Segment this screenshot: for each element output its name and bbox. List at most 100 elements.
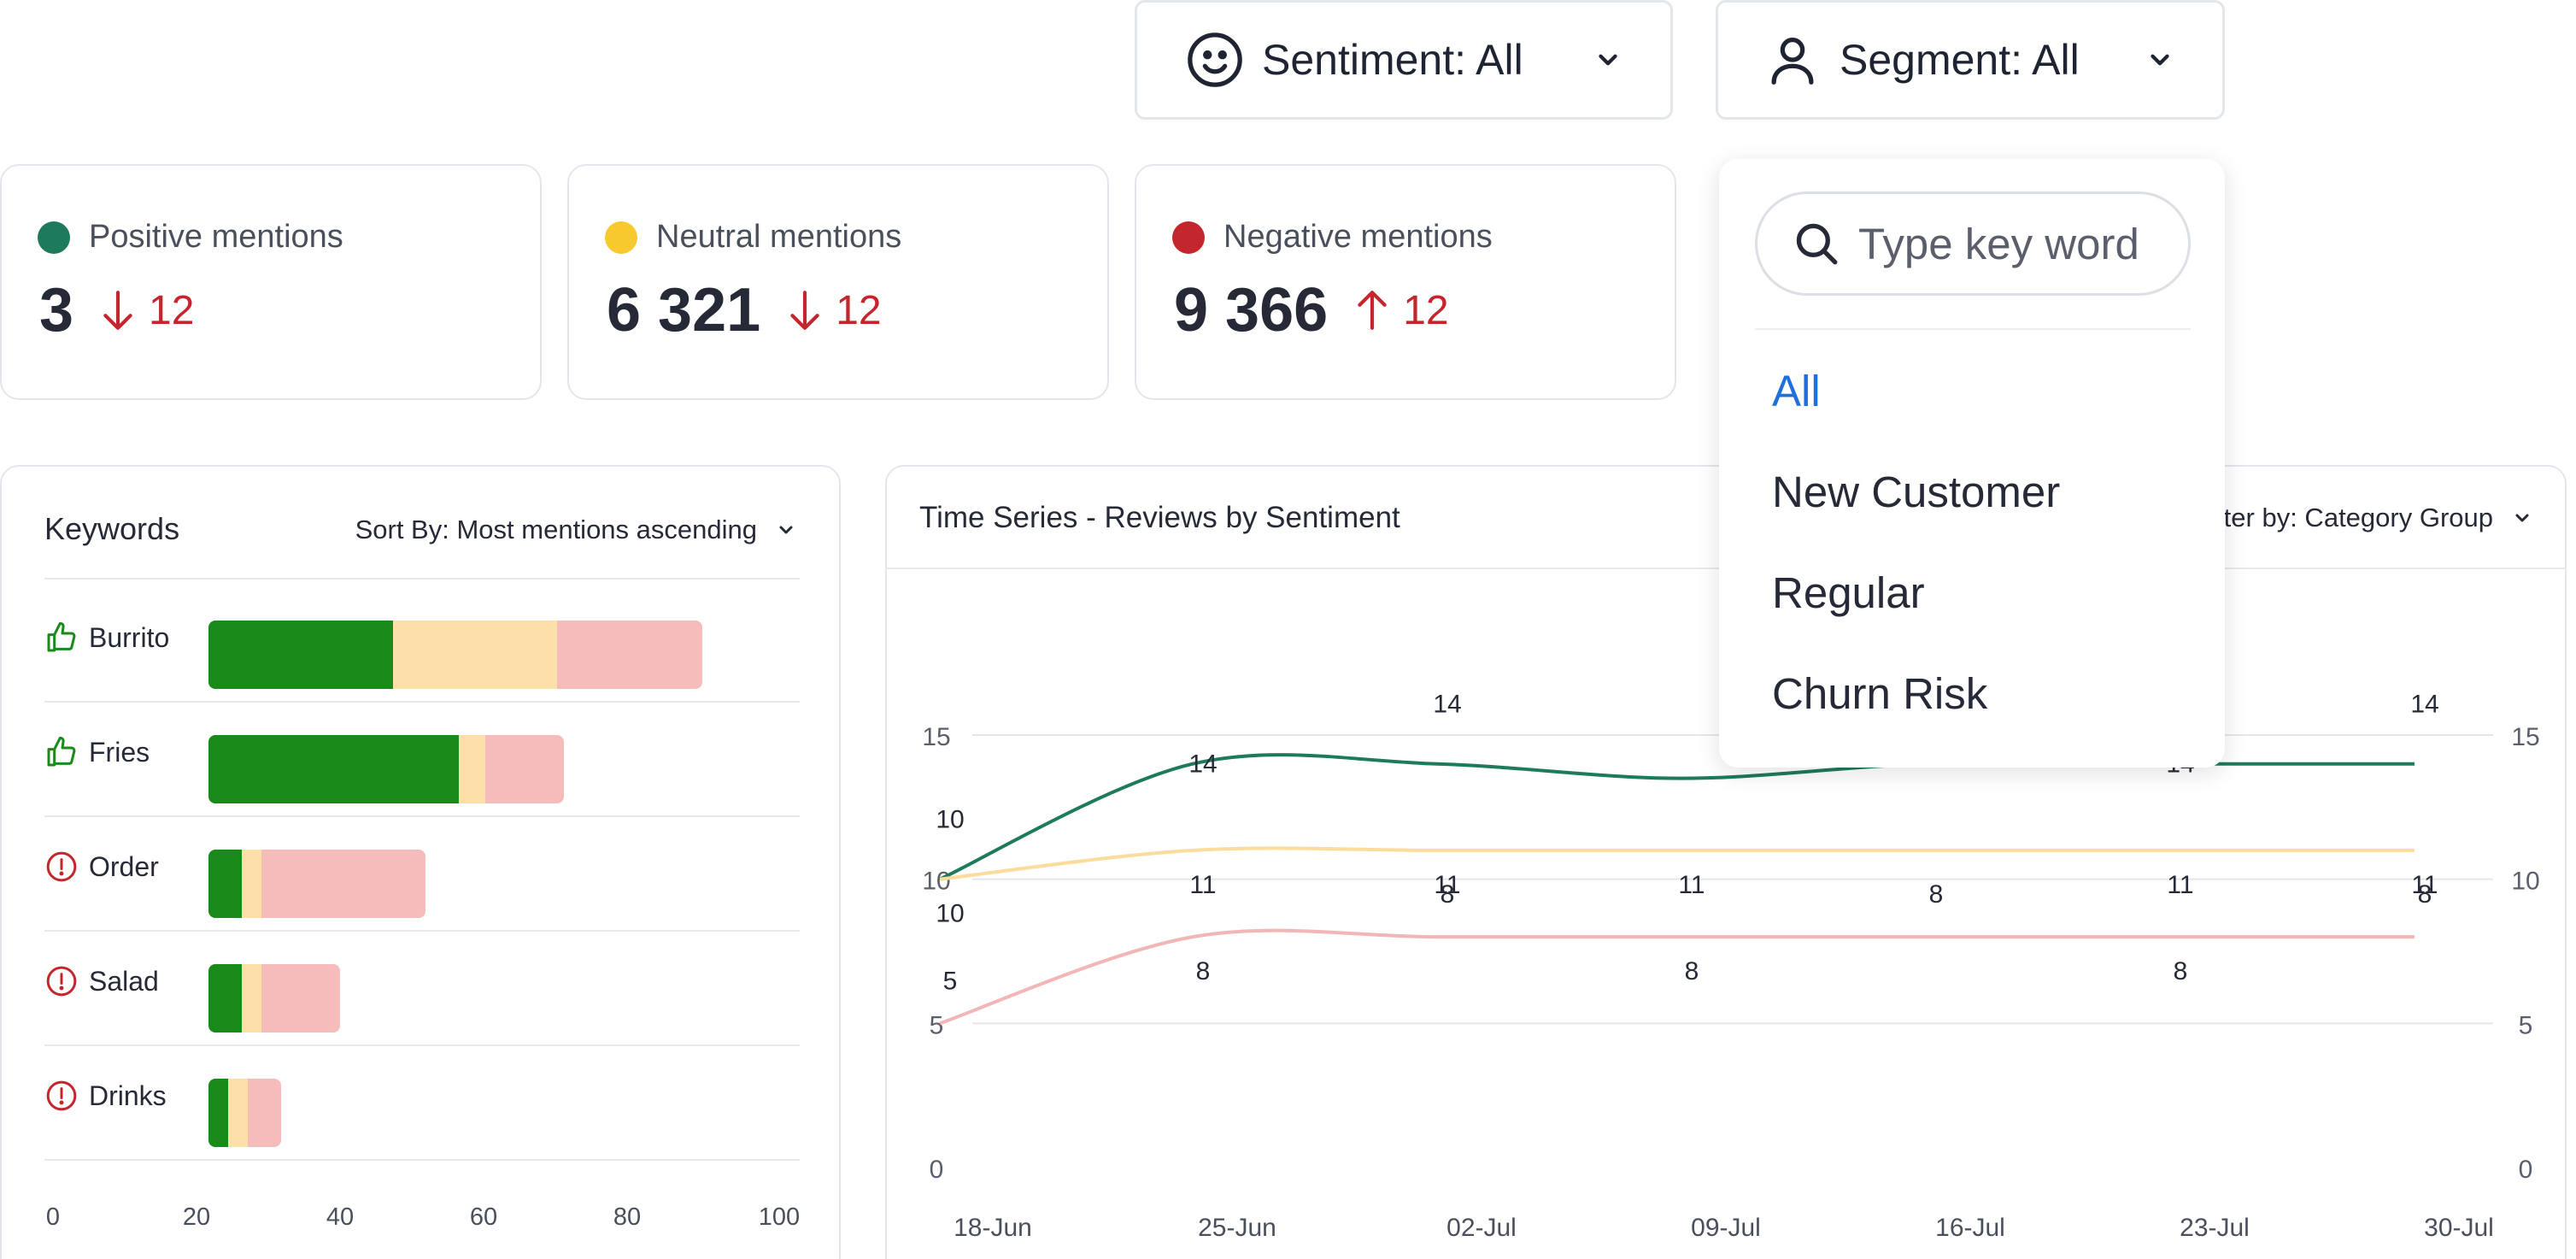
- chevron-down-icon: [2151, 54, 2169, 66]
- keyword-row: Burrito: [44, 585, 800, 699]
- keyword-bar: [208, 850, 426, 918]
- x-tick-label: 18-Jun: [954, 1214, 1032, 1242]
- x-tick-label: 40: [326, 1203, 355, 1231]
- segment-filter-button[interactable]: Segment: All: [1716, 0, 2225, 120]
- keyword-row: Order: [44, 814, 800, 928]
- data-label: 8: [1929, 880, 1944, 909]
- neutral-dot-icon: [605, 221, 637, 254]
- chevron-down-icon: [779, 526, 793, 534]
- data-label: 11: [1434, 871, 1460, 899]
- data-label: 10: [936, 900, 964, 928]
- bar-segment-positive: [208, 621, 393, 689]
- x-tick-label: 25-Jun: [1198, 1214, 1276, 1242]
- y-tick-label-right: 5: [2519, 1011, 2533, 1039]
- segment-dropdown-menu: All New Customer Regular Churn Risk: [1719, 159, 2225, 768]
- data-label: 8: [1441, 880, 1455, 909]
- data-label: 11: [1189, 871, 1216, 899]
- arrow-down-icon: [790, 291, 819, 330]
- keywords-divider: [44, 1044, 800, 1046]
- data-label: 8: [2174, 957, 2188, 985]
- data-label: 14: [2410, 691, 2438, 719]
- search-icon: [1796, 223, 1838, 265]
- alert-circle-icon: [46, 1080, 77, 1111]
- y-tick-label: 15: [922, 723, 950, 751]
- alert-circle-icon: [46, 966, 77, 997]
- y-tick-label-right: 10: [2511, 868, 2539, 896]
- segment-option-all[interactable]: All: [1772, 367, 1821, 415]
- keyword-row: Fries: [44, 699, 800, 814]
- timeseries-title: Time Series - Reviews by Sentiment: [919, 501, 1400, 534]
- category-filter-label: Filter by: Category Group: [2195, 503, 2493, 532]
- data-label: 11: [2411, 871, 2438, 899]
- y-tick-label: 0: [930, 1156, 944, 1184]
- segment-option-regular[interactable]: Regular: [1772, 568, 1925, 617]
- negative-dot-icon: [1172, 221, 1205, 254]
- keyword-name: Drinks: [89, 1080, 167, 1111]
- keyword-row: Drinks: [44, 1043, 800, 1157]
- kpi-card-negative: Negative mentions 9 366 12: [1135, 164, 1676, 400]
- kpi-value: 6 321: [607, 276, 761, 344]
- x-tick-label: 0: [45, 1203, 61, 1231]
- chevron-down-icon: [1599, 54, 1617, 66]
- sort-dropdown[interactable]: Sort By: Most mentions ascending: [355, 515, 796, 545]
- keywords-x-axis: 0 20 40 60 80 100: [44, 1203, 800, 1238]
- category-filter-dropdown[interactable]: Filter by: Category Group: [2196, 503, 2532, 533]
- x-tick-label: 16-Jul: [1935, 1214, 2005, 1242]
- smiley-icon: [1188, 32, 1242, 87]
- data-label: 10: [936, 806, 964, 834]
- data-label: 14: [1188, 750, 1217, 779]
- data-label: 5: [943, 967, 958, 995]
- keywords-title: Keywords: [44, 511, 180, 546]
- kpi-card-neutral: Neutral mentions 6 321 12: [567, 164, 1109, 400]
- keyword-name: Fries: [89, 737, 150, 768]
- bar-segment-negative: [557, 621, 702, 689]
- keyword-bar: [208, 964, 341, 1032]
- data-label: 11: [2167, 871, 2193, 899]
- keyword-search-input[interactable]: [1858, 218, 2166, 269]
- segment-option-new-customer[interactable]: New Customer: [1772, 468, 2061, 516]
- kpi-delta: 12: [786, 287, 882, 334]
- segment-filter-label: Segment: All: [1840, 36, 2080, 84]
- kpi-card-positive: Positive mentions 3 12: [0, 164, 542, 400]
- bar-segment-positive: [208, 964, 242, 1032]
- series-line: [939, 928, 2415, 1026]
- x-tick-label: 02-Jul: [1446, 1214, 1517, 1242]
- thumbs-up-icon: [47, 621, 76, 652]
- series-line: [939, 846, 2415, 881]
- bar-segment-neutral: [241, 964, 261, 1032]
- data-label: 8: [2418, 880, 2432, 909]
- data-label: 8: [1685, 957, 1699, 985]
- keywords-divider: [44, 930, 800, 932]
- sort-value: Most mentions ascending: [456, 515, 757, 544]
- bar-segment-negative: [261, 850, 426, 918]
- thumbs-up-icon: [47, 736, 76, 767]
- keyword-row: Salad: [44, 928, 800, 1043]
- x-tick-label: 30-Jul: [2424, 1214, 2494, 1242]
- y-tick-label: 10: [922, 868, 950, 896]
- bar-segment-neutral: [228, 1079, 249, 1147]
- x-tick-label: 80: [613, 1203, 642, 1231]
- bar-segment-neutral: [458, 735, 485, 803]
- kpi-value: 3: [39, 276, 74, 344]
- y-tick-label-right: 15: [2511, 723, 2539, 751]
- keyword-bar: [208, 1079, 281, 1147]
- kpi-label: Negative mentions: [1223, 219, 1493, 255]
- data-label: 8: [1196, 957, 1211, 985]
- keywords-divider: [44, 815, 800, 817]
- x-tick-label: 60: [469, 1203, 498, 1231]
- bar-segment-neutral: [392, 621, 558, 689]
- user-icon: [1771, 38, 1814, 85]
- kpi-delta: 12: [1353, 287, 1449, 334]
- kpi-value: 9 366: [1174, 276, 1329, 344]
- keyword-search-field[interactable]: [1755, 191, 2191, 296]
- x-tick-label: 23-Jul: [2180, 1214, 2250, 1242]
- segment-option-churn-risk[interactable]: Churn Risk: [1772, 669, 1988, 718]
- x-tick-label: 100: [758, 1203, 801, 1231]
- kpi-label: Neutral mentions: [656, 219, 902, 255]
- keyword-bar: [208, 735, 564, 803]
- sentiment-filter-button[interactable]: Sentiment: All: [1135, 0, 1673, 120]
- bar-segment-negative: [248, 1079, 281, 1147]
- keyword-name: Burrito: [89, 622, 170, 653]
- x-tick-label: 20: [182, 1203, 211, 1231]
- bar-segment-positive: [208, 1079, 229, 1147]
